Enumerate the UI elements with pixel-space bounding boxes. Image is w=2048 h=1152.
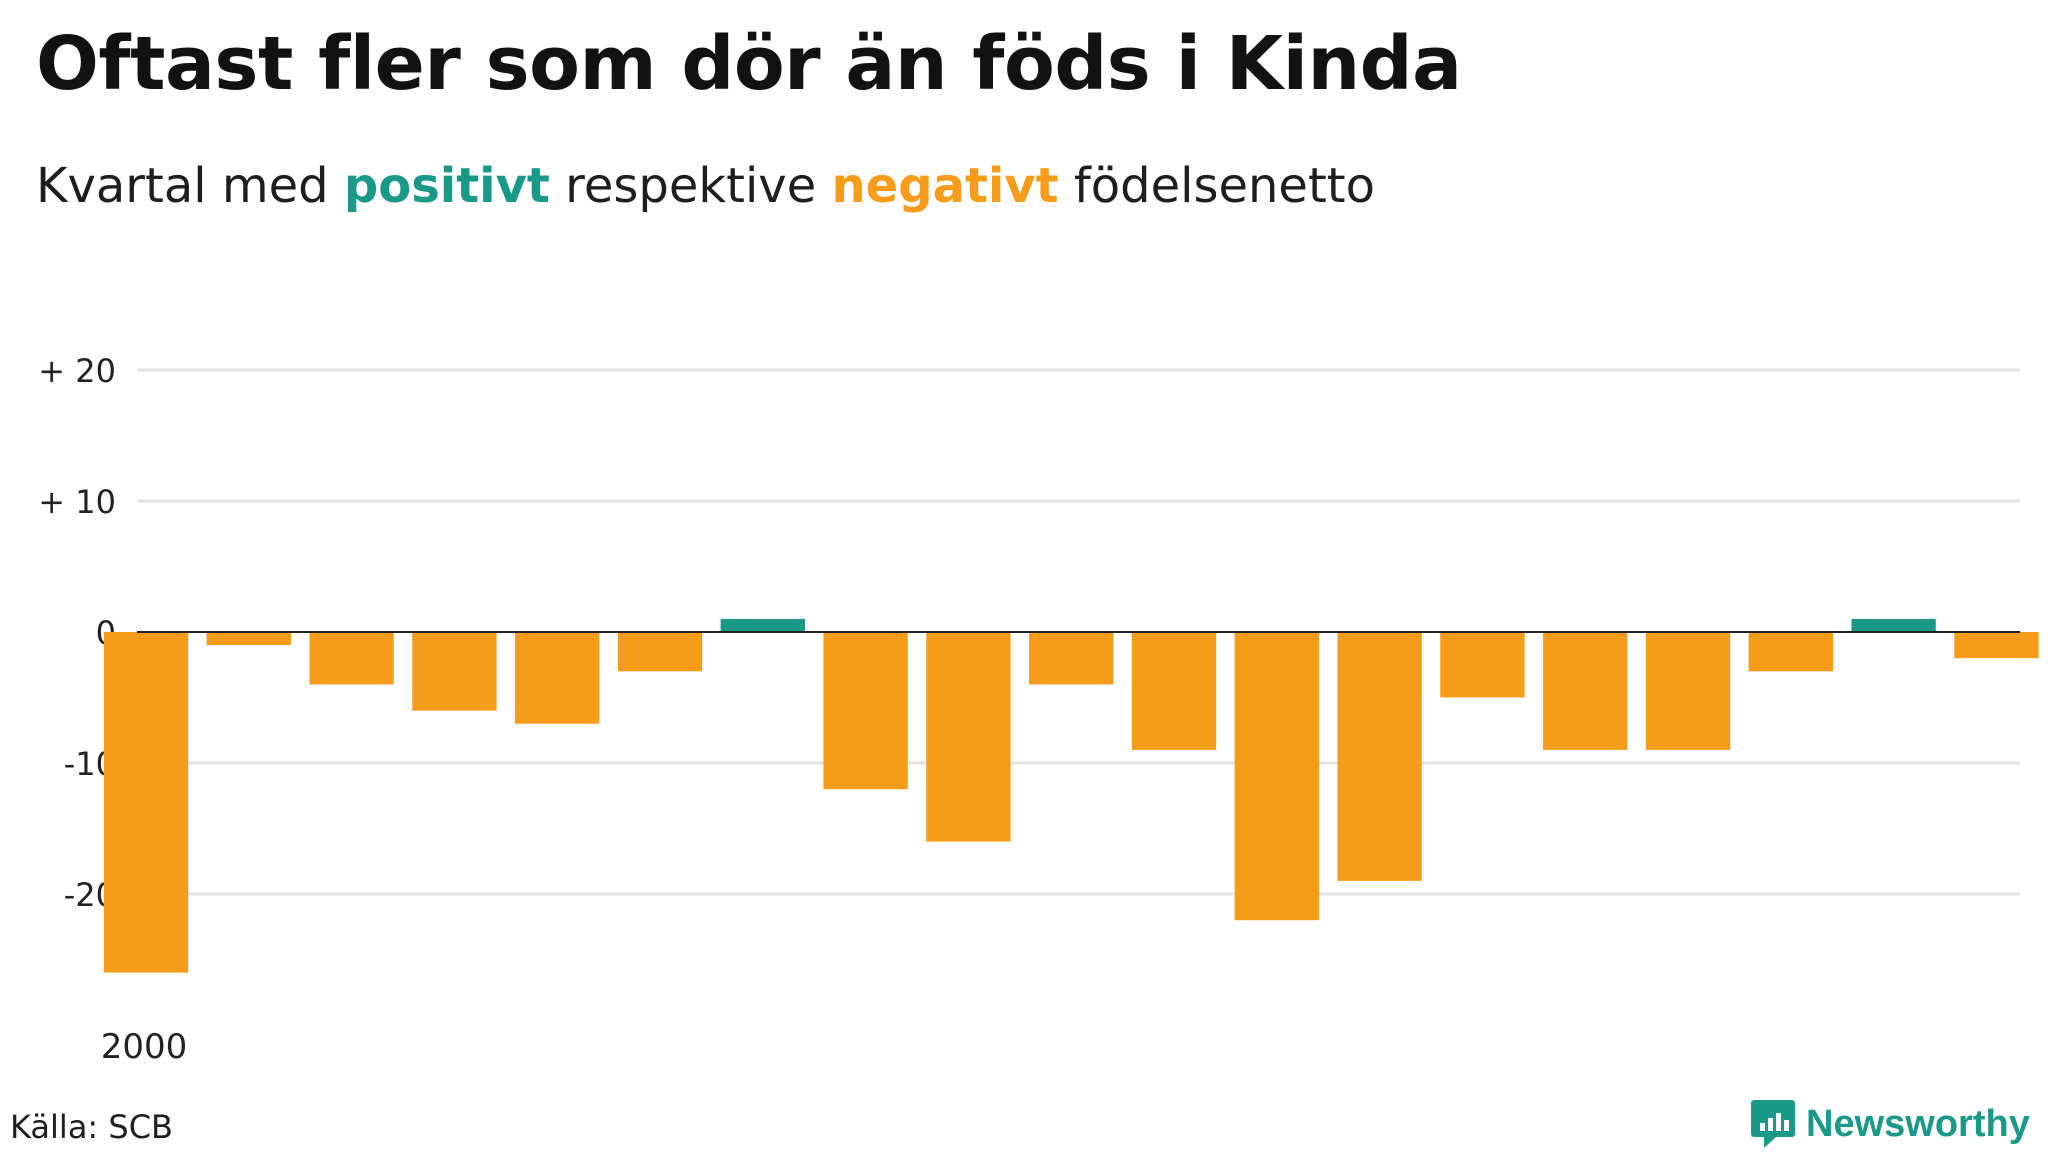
bar-negative [412, 632, 497, 711]
subtitle-before: Kvartal med [36, 158, 344, 214]
bar-negative [823, 632, 908, 790]
bar-negative [1029, 632, 1114, 685]
x-tick-label: 2000 [101, 1027, 188, 1067]
bar-negative [1234, 632, 1319, 921]
subtitle-negative: negativt [831, 158, 1059, 214]
newsworthy-logo[interactable]: Newsworthy [1750, 1098, 2030, 1150]
bar-negative [1645, 632, 1731, 750]
subtitle-after: födelsenetto [1058, 158, 1375, 214]
subtitle: Kvartal med positivt respektive negativt… [36, 158, 1375, 216]
source-label: Källa: SCB [10, 1108, 173, 1146]
bar-negative [1440, 632, 1525, 698]
bar-negative [206, 632, 291, 646]
newsworthy-logo-icon [1751, 1100, 1795, 1148]
bar-negative [617, 632, 703, 672]
subtitle-middle: respektive [549, 158, 832, 214]
bar-negative [926, 632, 1011, 842]
bar-chart: + 20+ 100-10-2020002005201020152020 [38, 352, 2039, 1067]
newsworthy-logo-text: Newsworthy [1806, 1102, 2030, 1145]
bar-negative [1748, 632, 1833, 672]
bar-negative [309, 632, 394, 685]
y-tick-label: + 20 [38, 352, 116, 390]
subtitle-positive: positivt [343, 158, 550, 214]
bar-negative [1954, 632, 2039, 659]
y-tick-label: + 10 [38, 483, 116, 521]
bar-negative [103, 632, 189, 973]
page-title: Oftast fler som dör än föds i Kinda [36, 21, 1462, 107]
bar-negative [1131, 632, 1217, 750]
bar-negative [1543, 632, 1628, 750]
bar-positive [720, 618, 805, 632]
bar-positive [1851, 618, 1936, 632]
bar-negative [1337, 632, 1422, 881]
bar-negative [515, 632, 600, 724]
